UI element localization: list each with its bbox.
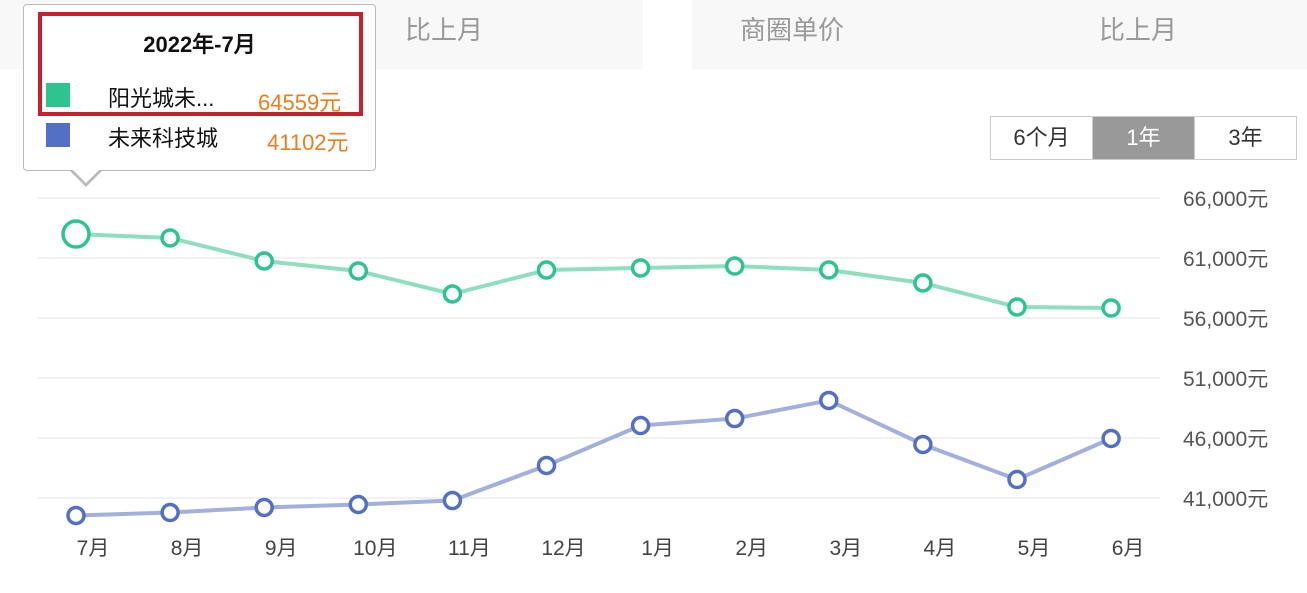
data-point-marker[interactable] xyxy=(160,228,180,248)
data-point-marker[interactable] xyxy=(160,502,180,523)
data-point-marker[interactable] xyxy=(724,408,745,429)
data-point-marker[interactable] xyxy=(913,273,933,293)
data-point-marker[interactable] xyxy=(442,284,463,304)
y-axis-tick-label: 66,000元 xyxy=(1183,188,1268,211)
x-axis-tick-label: 7月 xyxy=(77,537,110,560)
data-point-marker[interactable] xyxy=(536,455,557,476)
range-1-year-button[interactable]: 1年 xyxy=(1092,117,1194,159)
series-2-swatch-icon xyxy=(46,123,70,147)
chart-tooltip: 2022年-7月 阳光城未... 64559元 未来科技城 41102元 xyxy=(23,4,376,171)
x-axis-tick-label: 2月 xyxy=(735,537,768,560)
data-point-marker[interactable] xyxy=(348,261,369,281)
x-axis-tick-label: 10月 xyxy=(353,537,397,560)
data-point-marker[interactable] xyxy=(724,256,745,276)
tooltip-pointer-icon xyxy=(70,169,102,187)
data-point-marker[interactable] xyxy=(348,494,369,515)
data-point-marker[interactable] xyxy=(1007,297,1027,317)
x-axis-tick-label: 8月 xyxy=(171,537,204,560)
data-point-marker[interactable] xyxy=(913,434,933,455)
month-over-month-label: 比上月 xyxy=(405,15,484,45)
data-point-marker[interactable] xyxy=(1101,428,1121,449)
x-axis-tick-label: 11月 xyxy=(448,537,491,560)
y-axis-tick-label: 41,000元 xyxy=(1183,488,1268,511)
data-point-marker[interactable] xyxy=(442,490,463,511)
data-point-marker[interactable] xyxy=(819,260,839,280)
tooltip-series-name: 阳光城未... xyxy=(108,86,215,111)
x-axis-tick-label: 12月 xyxy=(541,537,585,560)
range-6-months-button[interactable]: 6个月 xyxy=(991,117,1092,159)
time-range-selector: 6个月 1年 3年 xyxy=(990,116,1297,160)
data-point-marker[interactable] xyxy=(630,258,651,278)
data-point-marker[interactable] xyxy=(819,390,839,411)
x-axis-tick-label: 9月 xyxy=(265,537,298,560)
data-point-marker[interactable] xyxy=(254,251,274,271)
data-point-marker[interactable] xyxy=(630,415,651,436)
tooltip-title: 2022年-7月 xyxy=(143,32,256,57)
y-axis-tick-label: 46,000元 xyxy=(1183,428,1268,451)
series-1-swatch-icon xyxy=(46,83,70,107)
header-card-right: 商圈单价 比上月 xyxy=(692,0,1307,69)
x-axis-tick-label: 4月 xyxy=(924,537,957,560)
tooltip-series-value: 41102元 xyxy=(267,130,349,155)
tooltip-series-value: 64559元 xyxy=(258,90,342,115)
highlight-box xyxy=(38,12,363,116)
x-axis-tick-label: 6月 xyxy=(1112,537,1145,560)
range-3-years-button[interactable]: 3年 xyxy=(1194,117,1296,159)
y-axis-tick-label: 51,000元 xyxy=(1183,368,1268,391)
month-over-month-label-2: 比上月 xyxy=(1099,15,1178,45)
y-axis-tick-label: 56,000元 xyxy=(1183,308,1268,331)
series-line-2 xyxy=(75,398,1112,518)
data-point-marker[interactable] xyxy=(254,497,274,518)
x-axis-tick-label: 1月 xyxy=(641,537,674,560)
data-point-marker[interactable] xyxy=(1007,469,1027,490)
data-point-marker[interactable] xyxy=(1101,298,1121,318)
x-axis-tick-label: 3月 xyxy=(829,537,862,560)
district-unit-price-label: 商圈单价 xyxy=(740,15,845,45)
data-point-marker[interactable] xyxy=(66,505,86,526)
data-point-marker[interactable] xyxy=(536,260,557,280)
series-line-1 xyxy=(75,232,1112,311)
y-axis-tick-label: 61,000元 xyxy=(1183,248,1268,271)
data-point-marker[interactable] xyxy=(61,219,91,249)
tooltip-series-name: 未来科技城 xyxy=(108,126,219,151)
x-axis-tick-label: 5月 xyxy=(1018,537,1051,560)
